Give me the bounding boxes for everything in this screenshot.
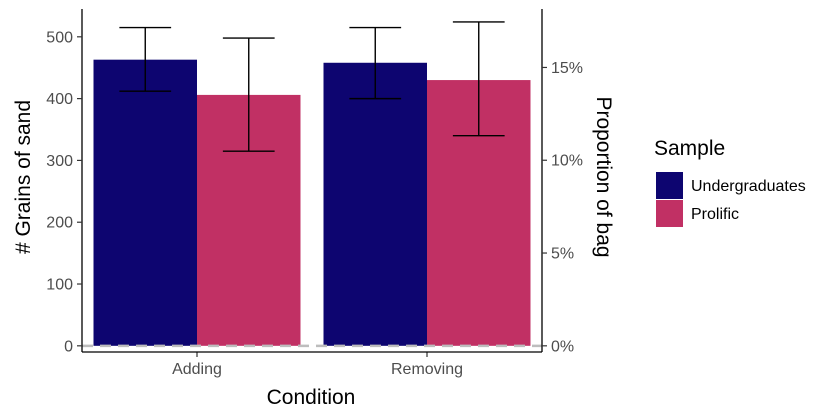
legend-swatch-prolific bbox=[656, 200, 683, 227]
y2-tick-label-10: 10% bbox=[551, 153, 583, 170]
x-tick-label-removing: Removing bbox=[391, 361, 463, 378]
y-axis-title: # Grains of sand bbox=[12, 100, 35, 254]
y-tick-label-100: 100 bbox=[46, 277, 73, 294]
legend-label-undergraduates: Undergraduates bbox=[691, 178, 806, 195]
y2-tick-label-0: 0% bbox=[551, 338, 574, 355]
axes-group: Adding Removing 0 100 200 300 400 500 0% 5% 10% 15% bbox=[46, 9, 583, 378]
bar-removing-undergraduates bbox=[323, 62, 427, 346]
y-tick-label-0: 0 bbox=[64, 338, 73, 355]
y-tick-label-200: 200 bbox=[46, 215, 73, 232]
y-tick-label-400: 400 bbox=[46, 91, 73, 108]
x-axis-title: Condition bbox=[267, 386, 356, 409]
bar-adding-undergraduates bbox=[93, 59, 197, 346]
y2-axis-title: Proportion of bag bbox=[592, 96, 615, 257]
error-bars-group bbox=[119, 21, 505, 152]
legend-title: Sample bbox=[654, 137, 725, 160]
bars-group bbox=[93, 59, 531, 346]
legend: Sample Undergraduates Prolific bbox=[654, 137, 806, 227]
legend-swatch-undergraduates bbox=[656, 172, 683, 199]
legend-label-prolific: Prolific bbox=[691, 206, 739, 223]
y2-tick-label-15: 15% bbox=[551, 60, 583, 77]
y-tick-label-500: 500 bbox=[46, 29, 73, 46]
y-tick-label-300: 300 bbox=[46, 153, 73, 170]
x-tick-label-adding: Adding bbox=[172, 361, 222, 378]
y2-tick-label-5: 5% bbox=[551, 246, 574, 263]
